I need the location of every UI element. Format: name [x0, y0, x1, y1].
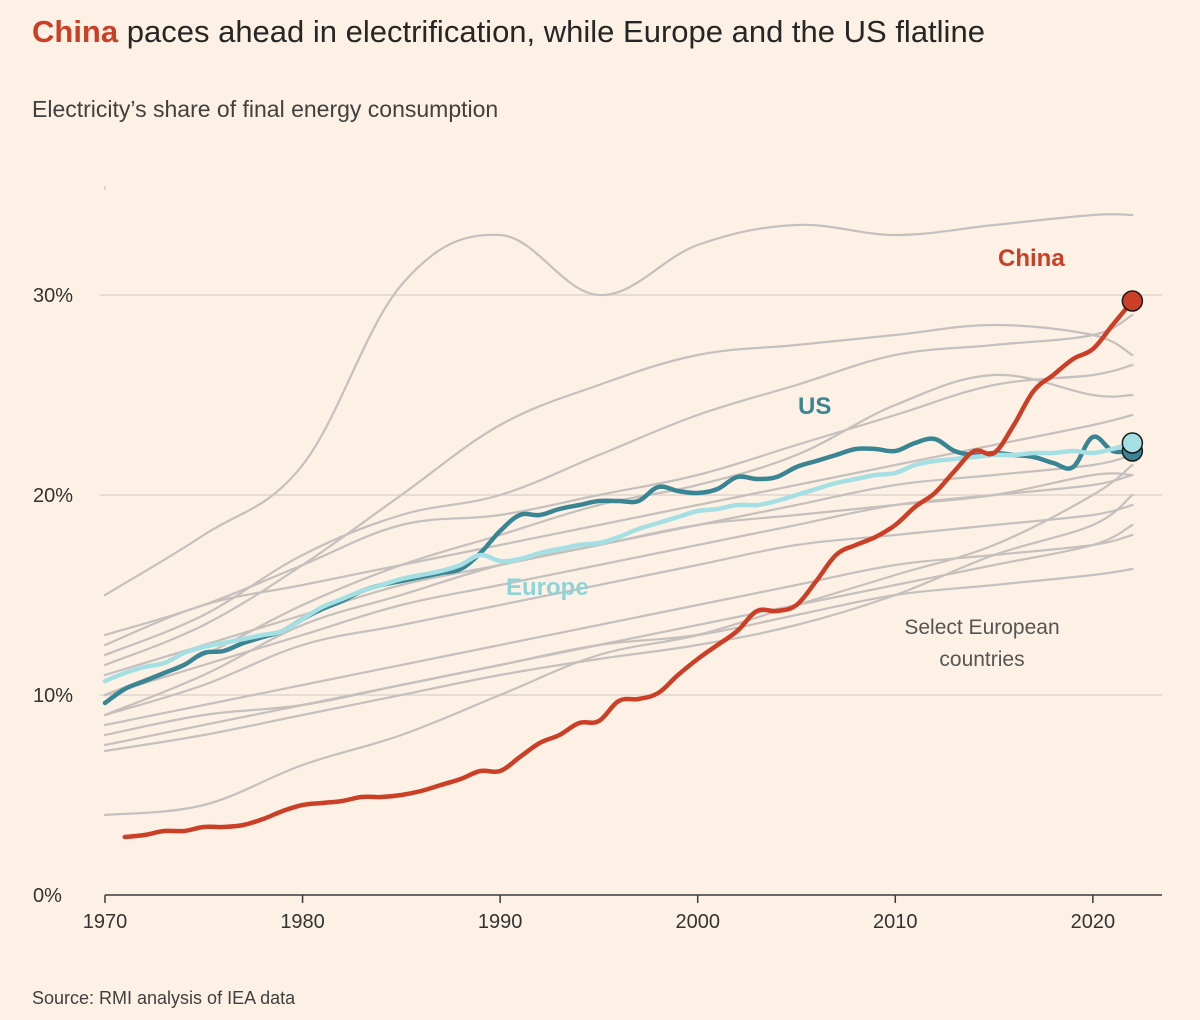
- series-line-european-country-8: [103, 523, 1134, 747]
- highlight-lines: [102, 298, 1135, 840]
- x-tick-label-2020: 2020: [1071, 911, 1116, 933]
- label-us: US: [798, 393, 831, 420]
- annotation-line-1: Select European: [904, 616, 1059, 639]
- title-highlight: China: [32, 14, 119, 49]
- series-line-european-country-10: [103, 413, 1134, 647]
- series-line-european-country-11: [103, 463, 1134, 817]
- x-tick-label-2000: 2000: [675, 911, 720, 933]
- series-line-european-country-5: [103, 503, 1134, 717]
- label-europe: Europe: [506, 574, 589, 601]
- series-line-europe: [102, 440, 1135, 684]
- x-tick-label-1990: 1990: [478, 911, 523, 933]
- title-rest: paces ahead in electrification, while Eu…: [118, 14, 985, 49]
- y-tick-label-30: 30%: [33, 285, 73, 307]
- series-line-european-country-2: [103, 313, 1134, 657]
- chart-title: China paces ahead in electrification, wh…: [32, 14, 985, 50]
- x-axis: 1970 1980 1990 2000 2010 2020: [83, 186, 1162, 933]
- x-tick-label-1970: 1970: [83, 911, 128, 933]
- label-china: China: [998, 245, 1065, 272]
- x-tick-label-2010: 2010: [873, 911, 918, 933]
- line-chart: 0% 10% 20% 30% 1970 1980 1990 2000 2010 2020 Chi…: [33, 186, 1162, 933]
- series-line-european-country-1: [103, 363, 1134, 637]
- series-line-china: [122, 298, 1135, 840]
- series-line-european-country-9: [103, 493, 1134, 753]
- y-tick-label-10: 10%: [33, 685, 73, 707]
- series-line-european-country-14: [103, 373, 1134, 697]
- series-line-european-country-12: [103, 213, 1134, 597]
- y-tick-label-20: 20%: [33, 485, 73, 507]
- source-note: Source: RMI analysis of IEA data: [32, 988, 296, 1008]
- end-marker-europe: [1121, 432, 1144, 454]
- series-line-european-country-13: [103, 323, 1134, 667]
- y-axis-tick-labels: 0% 10% 20% 30%: [33, 285, 73, 907]
- context-lines: [103, 213, 1134, 817]
- x-tick-label-1980: 1980: [280, 911, 325, 933]
- chart-subtitle: Electricity’s share of final energy cons…: [32, 96, 499, 122]
- end-marker-china: [1121, 290, 1144, 312]
- series-line-european-country-15: [103, 472, 1134, 717]
- annotation-line-2: countries: [939, 648, 1024, 671]
- end-markers: [1121, 290, 1144, 462]
- y-tick-label-0: 0%: [33, 885, 62, 907]
